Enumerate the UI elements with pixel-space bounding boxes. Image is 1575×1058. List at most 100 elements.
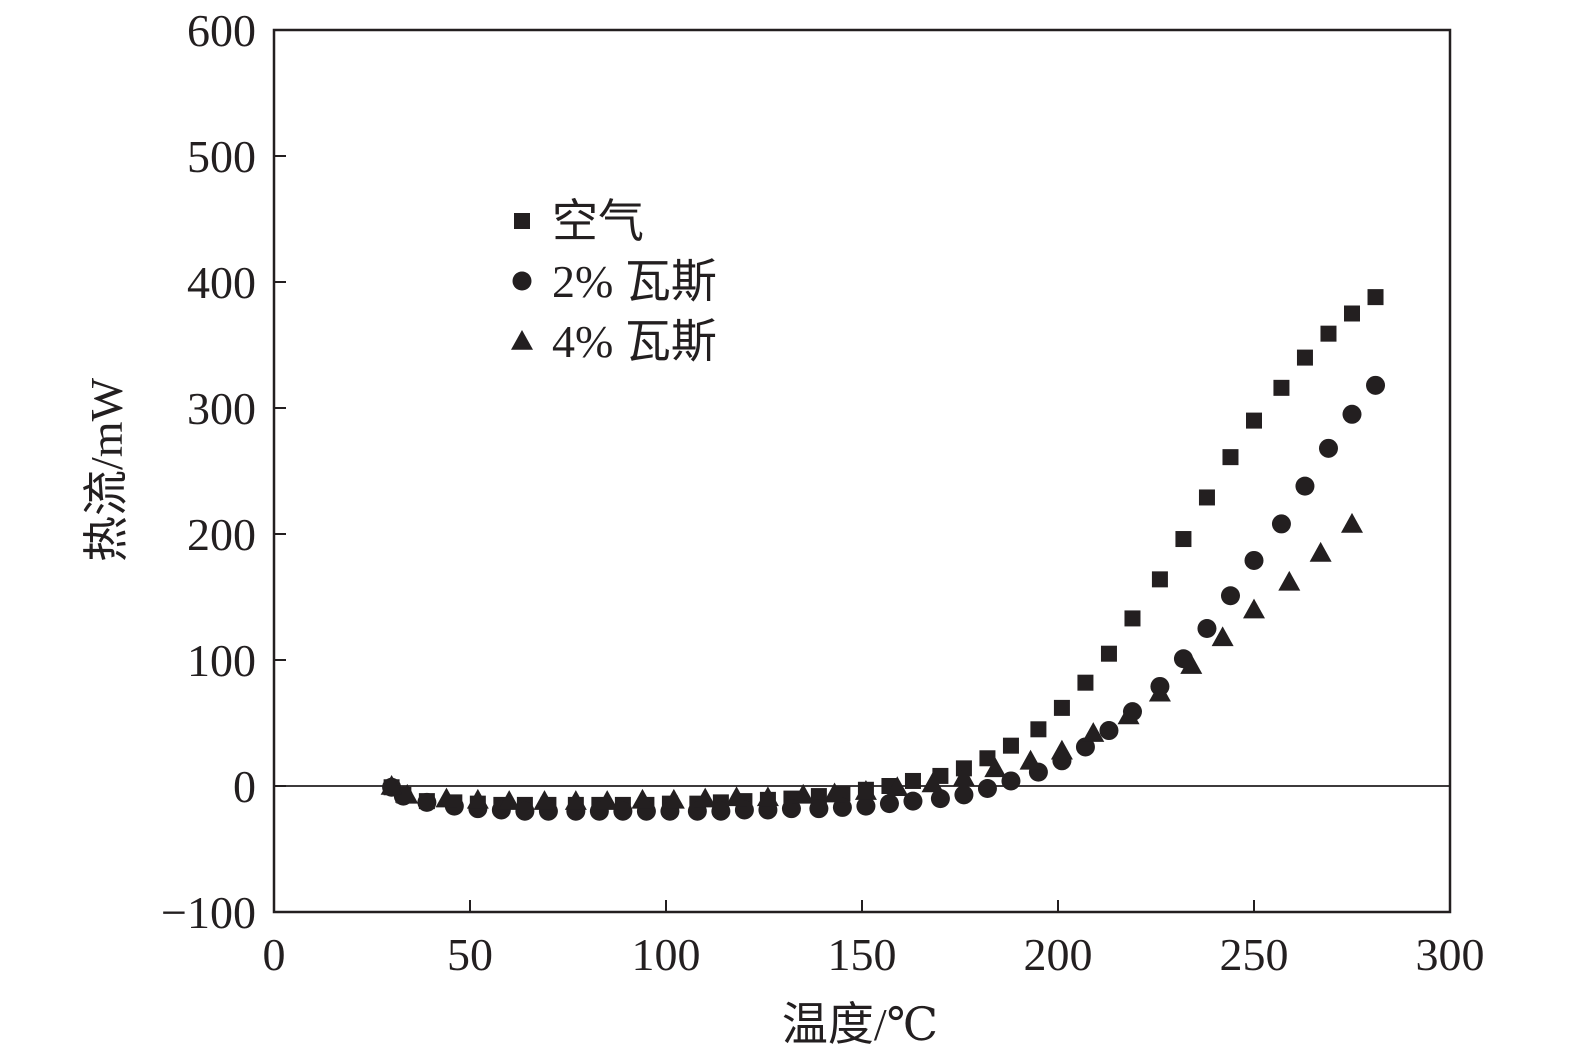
triangle-point	[1309, 541, 1332, 562]
axes-group	[272, 28, 1452, 914]
circle-point	[1220, 586, 1240, 606]
square-point	[1124, 610, 1141, 627]
legend-label: 空气	[552, 196, 644, 247]
circle-point	[879, 794, 899, 814]
square-point	[1002, 737, 1019, 754]
triangle-point	[1243, 598, 1265, 619]
triangle-point	[1180, 654, 1203, 674]
triangle-point	[952, 766, 975, 786]
ticks-group: 0 50 100 150 200 250 300−100010020030040050060…	[161, 5, 1484, 980]
triangle-point	[1050, 739, 1073, 760]
triangle-point	[466, 788, 489, 809]
square-point	[1273, 379, 1290, 396]
circle-point	[1099, 721, 1119, 741]
y-axis-title: 热流/mW	[81, 377, 132, 562]
triangle-point	[631, 788, 654, 809]
circle-point	[954, 785, 974, 805]
triangle-point	[1148, 681, 1171, 702]
circle-point	[1271, 514, 1291, 534]
x-tick-label: 100	[632, 929, 701, 980]
series-square	[383, 289, 1384, 813]
circle-point	[1342, 404, 1362, 424]
triangle-point	[662, 788, 685, 809]
circle-point	[977, 779, 997, 799]
circle-point	[515, 801, 535, 821]
circle-point	[781, 799, 801, 819]
square-point	[1053, 699, 1070, 716]
circle-point	[1075, 737, 1095, 757]
circle-point	[613, 801, 633, 821]
x-tick-label: 300	[1416, 929, 1485, 980]
square-point	[1077, 674, 1094, 691]
circle-point	[832, 797, 852, 817]
square-point	[1367, 289, 1384, 306]
x-tick-label: 0	[263, 929, 286, 980]
y-tick-label: −100	[161, 887, 256, 938]
square-point	[1100, 645, 1117, 662]
circle-point	[417, 792, 437, 812]
triangle-point	[792, 783, 815, 804]
legend-triangle-icon	[511, 330, 533, 350]
square-point	[1151, 571, 1168, 588]
triangle-point	[435, 787, 458, 808]
y-tick-label: 100	[187, 635, 256, 686]
x-tick-label: 50	[447, 929, 493, 980]
legend-item-square: 空气	[514, 196, 644, 247]
x-tick-label: 250	[1220, 929, 1289, 980]
y-tick-label: 500	[187, 131, 256, 182]
triangle-point	[854, 780, 877, 800]
triangle-point	[498, 790, 521, 810]
x-tick-label: 150	[828, 929, 897, 980]
legend-label: 4% 瓦斯	[552, 316, 717, 367]
square-point	[1030, 721, 1047, 738]
triangle-point	[725, 786, 748, 807]
y-tick-label: 600	[187, 5, 256, 56]
y-tick-label: 200	[187, 509, 256, 560]
circle-point	[1197, 619, 1217, 638]
legend-label: 2% 瓦斯	[552, 256, 717, 307]
square-point	[1246, 412, 1262, 429]
plot-frame	[272, 28, 1452, 914]
circle-point	[930, 789, 950, 809]
x-axis-title: 温度/℃	[782, 999, 938, 1050]
triangle-point	[1019, 749, 1042, 770]
circle-point	[1244, 550, 1264, 570]
series-triangle	[380, 512, 1363, 810]
triangle-point	[1278, 570, 1301, 591]
circle-point	[809, 799, 829, 819]
square-point	[1175, 531, 1192, 548]
triangle-point	[921, 772, 944, 793]
circle-point	[1001, 771, 1021, 791]
triangle-point	[1117, 704, 1140, 725]
y-tick-label: 300	[187, 383, 256, 434]
y-tick-label: 0	[233, 761, 256, 812]
triangle-point	[694, 787, 717, 808]
square-point	[979, 750, 996, 767]
triangle-point	[886, 776, 909, 797]
y-tick-label: 400	[187, 257, 256, 308]
x-tick-label: 200	[1024, 929, 1093, 980]
triangle-point	[533, 790, 556, 810]
circle-point	[903, 791, 923, 811]
circle-point	[1366, 375, 1386, 395]
circle-point	[1318, 438, 1338, 458]
triangle-point	[756, 786, 779, 807]
legend-item-circle: 2% 瓦斯	[512, 256, 717, 307]
square-point	[1344, 305, 1360, 322]
square-point	[1222, 449, 1239, 466]
triangle-point	[1341, 512, 1363, 533]
series-circle	[382, 375, 1386, 821]
legend-circle-icon	[512, 271, 532, 291]
square-point	[1296, 349, 1313, 366]
circle-point	[856, 796, 876, 816]
triangle-point	[1211, 626, 1234, 647]
triangle-point	[1082, 722, 1105, 742]
legend-square-icon	[514, 213, 530, 229]
triangle-point	[396, 783, 419, 804]
triangle-point	[823, 782, 846, 803]
triangle-point	[564, 790, 587, 810]
circle-point	[1295, 476, 1315, 496]
triangle-point	[984, 757, 1007, 778]
